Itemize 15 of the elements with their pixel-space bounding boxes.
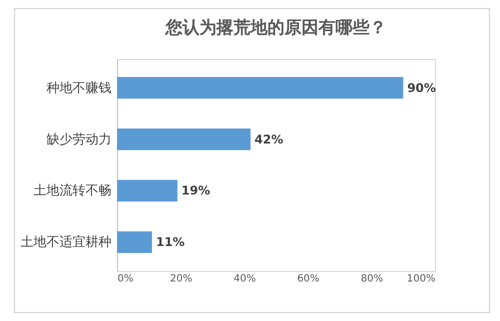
x-tick-label: 20% (170, 274, 192, 284)
x-tick-label: 0% (118, 274, 134, 284)
y-tick-label: 缺少劳动力 (46, 132, 112, 148)
data-label: 19% (181, 184, 210, 198)
chart-title: 您认为撂荒地的原因有哪些？ (164, 18, 386, 38)
x-tick-label: 60% (297, 274, 320, 284)
x-tick-label: 100% (406, 274, 436, 284)
x-tick-label: 40% (234, 274, 256, 284)
y-tick-label: 种地不赚钱 (46, 80, 112, 96)
x-tick-label: 80% (360, 274, 384, 284)
data-label: 11% (156, 235, 185, 250)
data-label: 90% (407, 80, 436, 95)
y-tick-label: 土地流转不畅 (34, 182, 112, 199)
y-tick-label: 土地不适宜耕种 (20, 234, 112, 250)
data-label: 42% (254, 132, 284, 146)
